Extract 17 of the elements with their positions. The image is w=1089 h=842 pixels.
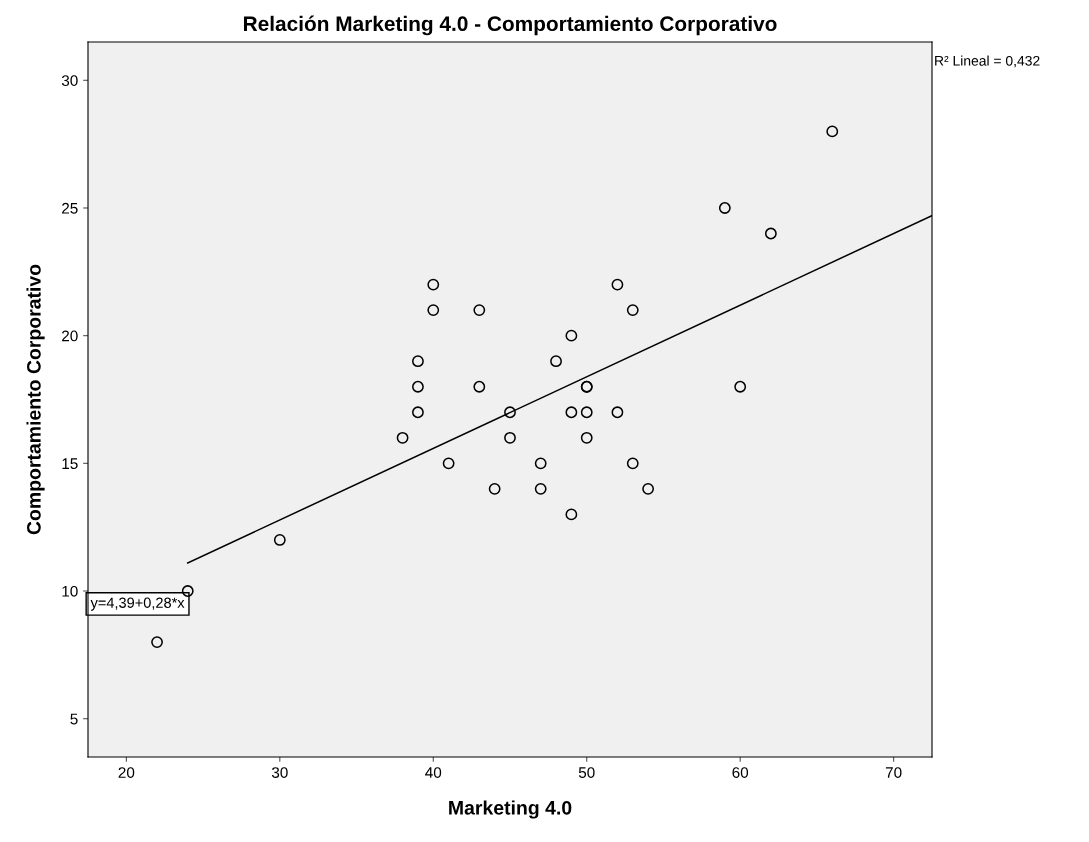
chart-title: Relación Marketing 4.0 - Comportamiento Corporativo — [244, 15, 777, 36]
y-tick-label: 25 — [62, 202, 78, 214]
annotation: y=4,39+0,28*x — [90, 597, 185, 611]
y-tick-label: 30 — [61, 75, 78, 86]
y-tick-label: 20 — [62, 330, 78, 342]
x-tick-label: 70 — [885, 767, 902, 778]
y-tick-label: 5 — [70, 713, 78, 725]
x-axis-title: Marketing 4.0 — [449, 800, 572, 819]
y-axis-title: Comportamiento Corporativo — [26, 264, 45, 535]
y-tick-label: 10 — [62, 585, 78, 597]
text: R² Lineal = 0,432 — [935, 55, 1040, 68]
x-tick-label: 50 — [578, 767, 595, 778]
x-tick-label: 40 — [425, 767, 442, 778]
x-tick-label: 60 — [732, 767, 749, 778]
x-tick-label: 30 — [271, 767, 288, 778]
x-tick-label: 20 — [118, 767, 135, 778]
y-tick-label: 15 — [62, 458, 78, 470]
